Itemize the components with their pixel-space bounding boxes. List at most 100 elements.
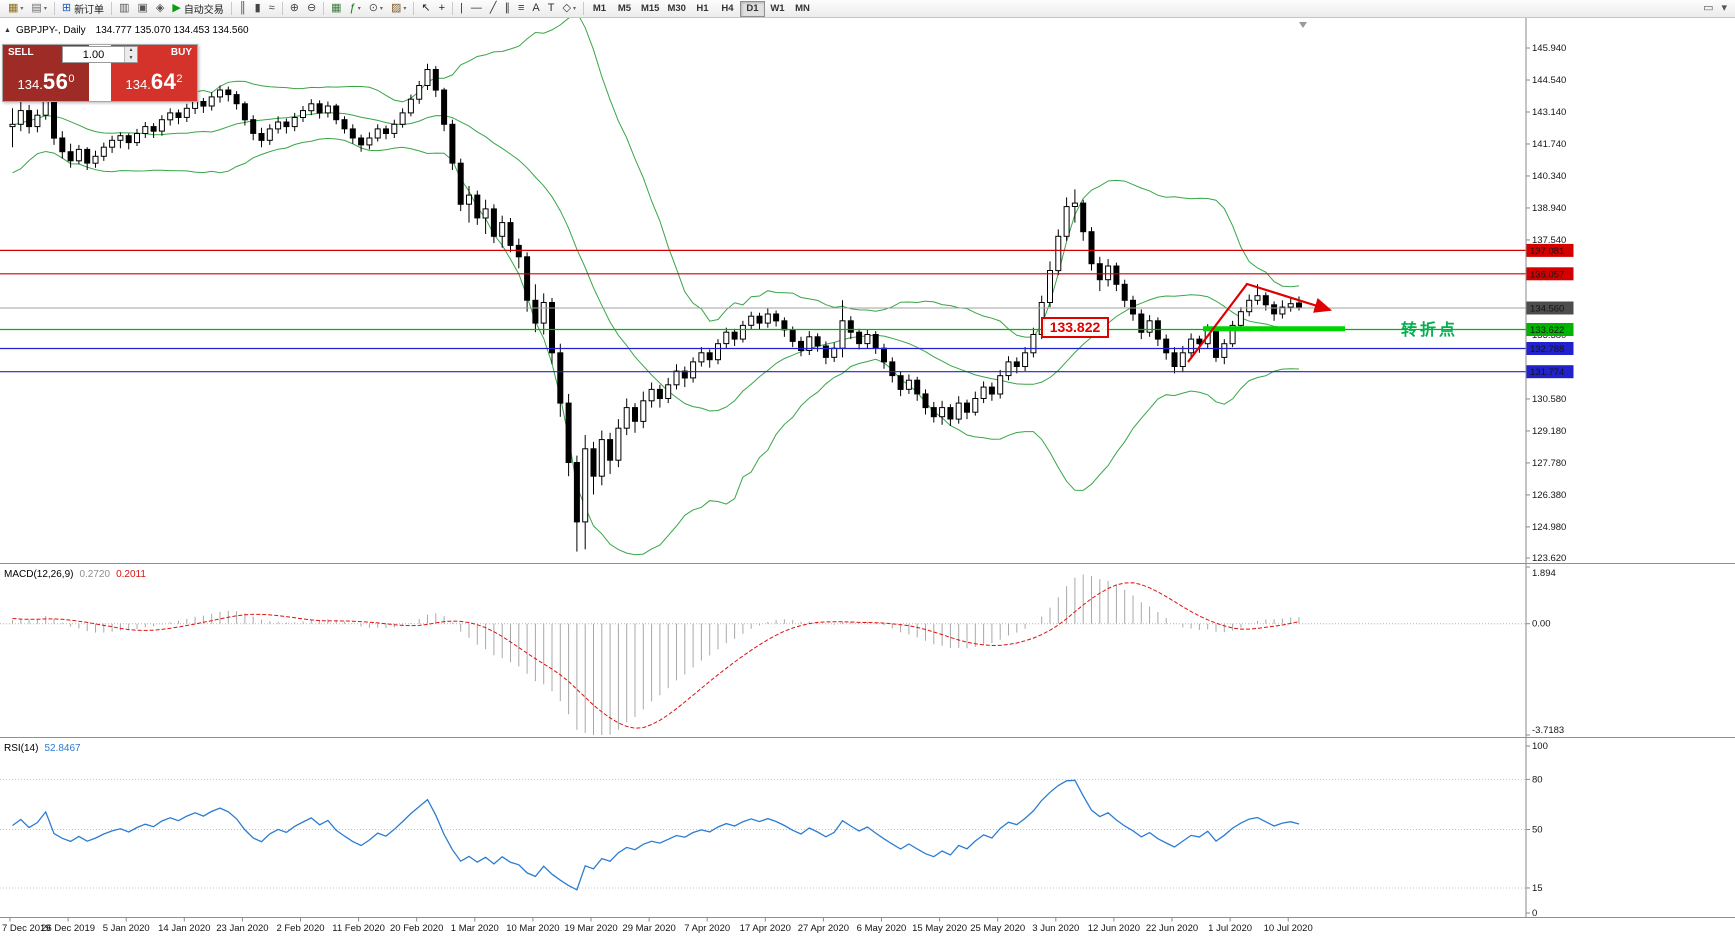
new-chart-icon[interactable]: ▦ ▾ [4, 1, 27, 17]
turning-point-note[interactable]: 转折点 [1401, 322, 1459, 339]
buy-price: 134.642 [125, 69, 183, 94]
chart-shift-marker [1299, 22, 1307, 28]
one-click-collapse-icon[interactable]: ▲ [4, 27, 11, 34]
svg-text:50: 50 [1532, 825, 1543, 836]
timeframe-d1[interactable]: D1 [739, 0, 765, 17]
zoom-out-icon[interactable]: ⊖ [303, 1, 320, 17]
svg-text:7 Dec 2019: 7 Dec 2019 [2, 923, 51, 934]
svg-text:138.940: 138.940 [1532, 203, 1566, 214]
periods-icon[interactable]: ⊙ ▾ [365, 1, 387, 17]
pane-separators[interactable] [0, 563, 1735, 918]
vertical-line-icon[interactable]: | [456, 1, 467, 17]
buy-button[interactable]: BUY 134.642 [111, 45, 197, 101]
timeframe-m5[interactable]: M5 [612, 1, 637, 17]
svg-text:124.980: 124.980 [1532, 522, 1566, 533]
new-chart-icon: ▦ [8, 2, 19, 14]
line-chart-icon[interactable]: ≈ [265, 1, 279, 17]
new-order-button: ⊞ [61, 2, 72, 14]
svg-text:123.620: 123.620 [1532, 553, 1566, 564]
timeframe-mn[interactable]: MN [790, 1, 815, 17]
chart-symbol-period: GBPJPY-, Daily [16, 25, 86, 36]
trend-arrow-annotation[interactable] [1187, 282, 1333, 363]
toolbar-separator [582, 2, 584, 15]
price-annotation-label[interactable]: 133.822 [1041, 317, 1109, 338]
new-order-button[interactable]: ⊞ 新订单 [58, 1, 108, 17]
volume-box: ▲ ▼ [62, 46, 138, 63]
line-chart-icon: ≈ [268, 2, 275, 14]
svg-text:27 Apr 2020: 27 Apr 2020 [798, 923, 849, 934]
crosshair-icon: + [438, 2, 446, 14]
svg-text:144.540: 144.540 [1532, 75, 1566, 86]
price-axis[interactable]: 145.940 144.540 143.140 141.740 140.340 138.9… [1525, 18, 1574, 917]
svg-text:25 May 2020: 25 May 2020 [970, 923, 1025, 934]
navigator-icon[interactable]: ◈ [152, 1, 168, 17]
fibonacci-icon[interactable]: ≡ [514, 1, 528, 17]
chart-window-icon[interactable]: ▭ [1699, 1, 1717, 17]
text-icon[interactable]: A [528, 1, 543, 17]
templates-icon[interactable]: ▨ ▾ [387, 1, 410, 17]
svg-text:5 Jan 2020: 5 Jan 2020 [103, 923, 150, 934]
bar-chart-icon[interactable]: ║ [235, 1, 251, 17]
chart-ohlc-readout: 134.777 135.070 134.453 134.560 [95, 25, 249, 36]
sell-price: 134.560 [17, 69, 75, 94]
autotrading-button[interactable]: ▶ 自动交易 [168, 1, 227, 17]
svg-text:10 Mar 2020: 10 Mar 2020 [506, 923, 559, 934]
toolbar-more-icon[interactable]: ▾ [1717, 1, 1731, 17]
svg-text:132.788: 132.788 [1530, 344, 1564, 355]
svg-text:2 Feb 2020: 2 Feb 2020 [276, 923, 324, 934]
candlestick-chart-icon: ▮ [254, 2, 261, 14]
autotrading-button: ▶ [172, 2, 181, 14]
text-icon: A [532, 2, 540, 14]
macd-signal-value: 0.2011 [116, 569, 146, 580]
macd-pane[interactable]: 1.894 0.00 -3.7183 [0, 566, 1564, 736]
label-icon[interactable]: T [544, 1, 559, 17]
indicators-icon: ƒ [349, 2, 356, 14]
candlestick-chart-icon[interactable]: ▮ [251, 1, 265, 17]
svg-text:143.140: 143.140 [1532, 107, 1566, 118]
timeframe-h1[interactable]: H1 [690, 1, 715, 17]
toolbar-more-icon: ▾ [1721, 2, 1727, 14]
shapes-icon[interactable]: ◇ ▾ [559, 1, 580, 17]
cursor-icon[interactable]: ↖ [417, 1, 434, 17]
svg-text:3 Jun 2020: 3 Jun 2020 [1032, 923, 1079, 934]
crosshair-icon[interactable]: + [435, 1, 449, 17]
svg-text:23 Jan 2020: 23 Jan 2020 [216, 923, 268, 934]
profiles-icon: ▤ [31, 2, 42, 14]
indicators-icon[interactable]: ƒ ▾ [346, 1, 365, 17]
trendline-icon[interactable]: ╱ [486, 1, 501, 17]
timeframe-m30[interactable]: M30 [663, 1, 689, 17]
tile-windows-icon[interactable]: ▦ [327, 1, 345, 17]
navigator-icon: ◈ [155, 2, 165, 14]
rsi-pane[interactable]: 100 80 50 15 0 [0, 741, 1548, 919]
volume-increase-button[interactable]: ▲ [125, 47, 137, 55]
timeframe-m1[interactable]: M1 [587, 1, 612, 17]
volume-decrease-button[interactable]: ▼ [125, 54, 137, 62]
volume-input[interactable] [63, 47, 124, 62]
timeframe-m15[interactable]: M15 [637, 1, 663, 17]
zoom-in-icon[interactable]: ⊕ [286, 1, 303, 17]
sell-label: SELL [8, 47, 34, 58]
channel-icon: ∥ [504, 2, 511, 14]
horizontal-level-lines [0, 249, 1526, 373]
horizontal-line-icon[interactable]: ― [467, 1, 486, 17]
chevron-down-icon: ▾ [43, 6, 47, 12]
svg-text:133.622: 133.622 [1530, 325, 1564, 336]
svg-text:136.057: 136.057 [1530, 269, 1564, 280]
svg-text:14 Jan 2020: 14 Jan 2020 [158, 923, 210, 934]
channel-icon[interactable]: ∥ [501, 1, 515, 17]
chevron-down-icon: ▾ [357, 6, 361, 12]
buy-label: BUY [170, 47, 192, 58]
svg-text:127.780: 127.780 [1532, 458, 1566, 469]
timeframe-h4[interactable]: H4 [715, 1, 740, 17]
rsi-indicator-label: RSI(14) 52.8467 [4, 743, 81, 754]
templates-icon: ▨ [390, 2, 402, 14]
charts-grid-icon[interactable]: ▥ [115, 1, 133, 17]
data-window-icon[interactable]: ▣ [133, 1, 151, 17]
chevron-down-icon: ▾ [403, 6, 407, 12]
timeframe-w1[interactable]: W1 [765, 1, 790, 17]
profiles-icon[interactable]: ▤ ▾ [27, 1, 50, 17]
svg-text:29 Mar 2020: 29 Mar 2020 [622, 923, 675, 934]
